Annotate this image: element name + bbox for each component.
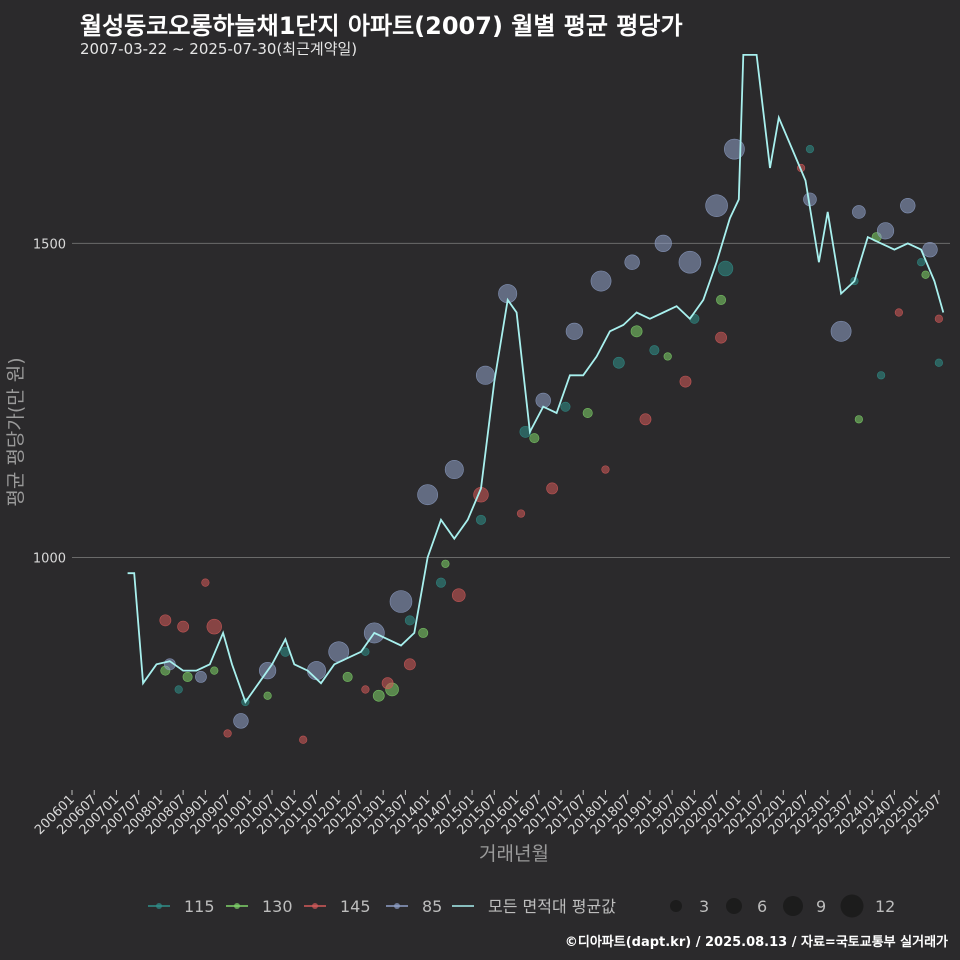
point-130 bbox=[342, 671, 353, 682]
point-85 bbox=[307, 661, 327, 681]
point-115 bbox=[934, 358, 943, 367]
point-145 bbox=[403, 658, 416, 671]
credit-line: ©디아파트(dapt.kr) / 2025.08.13 / 자료=국토교통부 실… bbox=[564, 935, 948, 950]
point-85 bbox=[705, 194, 728, 217]
point-145 bbox=[715, 331, 727, 344]
point-85 bbox=[590, 270, 612, 292]
point-85 bbox=[654, 234, 672, 252]
point-130 bbox=[716, 294, 727, 305]
point-85 bbox=[475, 365, 495, 385]
legend-size-label: 6 bbox=[757, 897, 767, 916]
point-115 bbox=[717, 260, 734, 277]
point-130 bbox=[441, 559, 450, 568]
point-85 bbox=[900, 197, 916, 214]
legend-size-circle bbox=[726, 898, 742, 914]
point-145 bbox=[516, 509, 526, 518]
point-145 bbox=[546, 482, 559, 495]
point-85 bbox=[830, 320, 852, 342]
point-115 bbox=[805, 145, 815, 154]
point-115 bbox=[649, 345, 660, 356]
point-115 bbox=[435, 577, 446, 588]
point-115 bbox=[612, 356, 625, 369]
point-115 bbox=[876, 371, 886, 380]
legend-key-dot bbox=[156, 903, 162, 909]
point-85 bbox=[417, 484, 439, 506]
legend-label: 모든 면적대 평균값 bbox=[488, 897, 616, 916]
x-axis: 2006012006072007012007072008012008072009… bbox=[32, 790, 945, 838]
point-85 bbox=[535, 392, 551, 409]
legend-size-label: 3 bbox=[699, 897, 709, 916]
legend: 115 130 145 85 모든 면적대 평균값 3 6 9 12 bbox=[148, 894, 895, 918]
point-145 bbox=[601, 465, 610, 474]
legend-label: 115 bbox=[184, 897, 215, 916]
point-130 bbox=[182, 671, 193, 682]
point-115 bbox=[404, 615, 415, 626]
y-tick-label: 1500 bbox=[33, 237, 66, 252]
point-145 bbox=[159, 614, 172, 627]
y-axis: 1000 1500 bbox=[33, 237, 66, 566]
legend-key-dot bbox=[234, 903, 240, 909]
point-145 bbox=[177, 620, 190, 633]
x-axis-title: 거래년월 bbox=[479, 843, 549, 865]
point-145 bbox=[361, 685, 370, 694]
point-115 bbox=[174, 685, 183, 694]
point-130 bbox=[418, 627, 429, 638]
point-130 bbox=[663, 352, 672, 361]
point-145 bbox=[381, 677, 394, 690]
legend-size-circle bbox=[783, 896, 803, 916]
point-130 bbox=[582, 408, 593, 419]
legend-label: 85 bbox=[422, 897, 442, 916]
point-115 bbox=[689, 313, 700, 324]
point-85 bbox=[233, 713, 249, 729]
legend-size-label: 9 bbox=[816, 897, 826, 916]
legend-size-circle bbox=[670, 900, 682, 912]
point-145 bbox=[679, 375, 692, 388]
legend-key-dot bbox=[312, 903, 318, 909]
y-tick-label: 1000 bbox=[33, 552, 66, 567]
point-115 bbox=[475, 514, 486, 525]
point-145 bbox=[894, 308, 903, 317]
point-130 bbox=[263, 691, 272, 700]
grid-lines bbox=[72, 242, 950, 559]
y-axis-title: 평균 평당가(만 원) bbox=[5, 357, 27, 506]
point-85 bbox=[565, 322, 583, 340]
point-115 bbox=[519, 425, 532, 438]
point-130 bbox=[921, 270, 930, 279]
point-85 bbox=[678, 250, 702, 274]
point-145 bbox=[299, 735, 308, 744]
average-line-layer bbox=[127, 54, 945, 704]
point-85 bbox=[852, 205, 866, 219]
legend-key-dot bbox=[394, 903, 400, 909]
point-145 bbox=[223, 729, 232, 738]
point-85 bbox=[195, 671, 207, 683]
chart-title: 월성동코오롱하늘채1단지 아파트(2007) 월별 평균 평당가 bbox=[80, 12, 683, 40]
legend-size-circle bbox=[840, 894, 864, 918]
chart-subtitle: 2007-03-22 ~ 2025-07-30(최근계약일) bbox=[80, 40, 358, 58]
point-130 bbox=[372, 689, 385, 702]
point-145 bbox=[201, 578, 210, 587]
point-145 bbox=[451, 588, 466, 603]
point-85 bbox=[444, 460, 464, 480]
point-85 bbox=[922, 241, 938, 258]
point-85 bbox=[389, 590, 413, 613]
average-line bbox=[127, 54, 945, 704]
point-115 bbox=[917, 258, 926, 267]
point-130 bbox=[210, 666, 219, 675]
point-85 bbox=[876, 222, 895, 240]
scatter-points bbox=[159, 138, 943, 744]
point-130 bbox=[854, 415, 863, 424]
point-145 bbox=[206, 618, 222, 635]
point-145 bbox=[639, 413, 652, 426]
point-85 bbox=[624, 254, 640, 270]
point-130 bbox=[630, 325, 643, 338]
legend-label: 130 bbox=[262, 897, 293, 916]
point-145 bbox=[934, 314, 943, 323]
point-130 bbox=[529, 433, 540, 444]
legend-label: 145 bbox=[340, 897, 371, 916]
point-115 bbox=[560, 401, 571, 412]
legend-size-label: 12 bbox=[875, 897, 895, 916]
